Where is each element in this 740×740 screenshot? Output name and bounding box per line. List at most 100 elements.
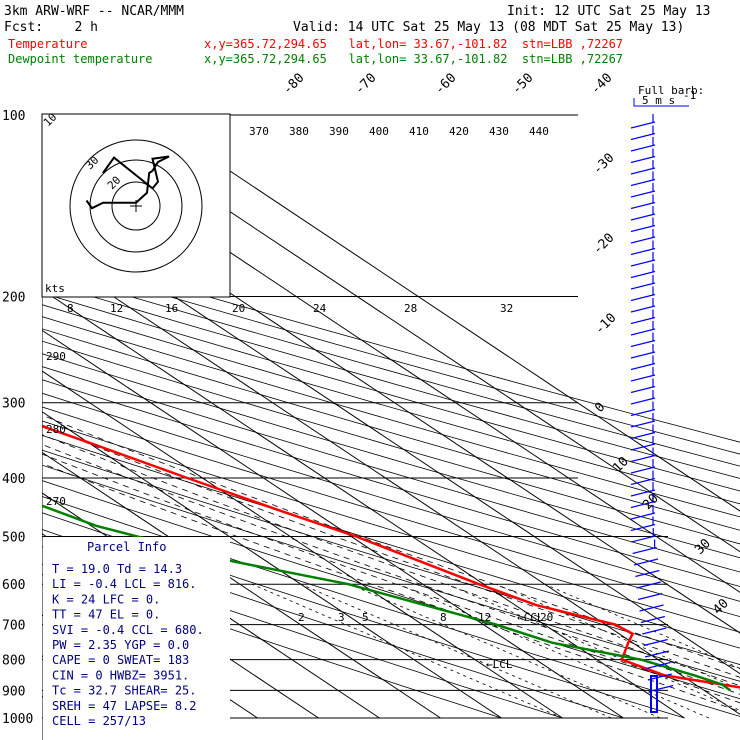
hodo-speed-label: 24 [313, 302, 327, 315]
isotherm-label: -20 [590, 231, 617, 258]
mixing-ratio-label: 20 [540, 611, 553, 624]
dry-adiabat [42, 269, 740, 467]
wind-barb [630, 466, 656, 474]
theta-side-label: 270 [46, 495, 66, 508]
parcel-info-row: CELL = 257/13 [52, 714, 146, 728]
wind-barb [642, 627, 667, 635]
full-barb-title: Full barb: [638, 84, 704, 97]
isotherm-line [42, 411, 502, 719]
plot-boundary [578, 114, 736, 590]
wind-barb [630, 236, 656, 244]
isotherm-line [42, 370, 563, 719]
full-barb-exponent: -1 [683, 89, 696, 102]
parcel-info-row: CAPE = 0 SWEAT= 183 [52, 653, 189, 667]
wind-barb [630, 178, 656, 187]
full-barb-value: 5 m s [642, 94, 675, 107]
model-title: 3km ARW-WRF -- NCAR/MMM [4, 4, 184, 19]
isotherm-label: -60 [432, 71, 459, 98]
wind-barb [630, 224, 656, 233]
init-time: Init: 12 UTC Sat 25 May 13 [507, 4, 711, 19]
wind-barb [630, 282, 656, 290]
wind-barb [630, 167, 656, 175]
wind-barb [630, 339, 656, 348]
theta-e-label: 440 [529, 125, 549, 138]
surface-wind-marker [650, 675, 658, 713]
forecast-hour: Fcst: 2 h [4, 20, 98, 35]
wind-barb [636, 581, 661, 589]
hodo-speed-label: 16 [165, 302, 178, 315]
parcel-info-row: T = 19.0 Td = 14.3 [52, 562, 182, 576]
isotherm-line [42, 451, 441, 719]
parcel-info-row: TT = 47 EL = 0. [52, 608, 160, 622]
dry-adiabat [42, 316, 740, 518]
wind-barb [630, 431, 656, 440]
parcel-info-row: LI = -0.4 LCL = 816. [52, 577, 197, 591]
parcel-info-row: K = 24 LFC = 0. [52, 592, 160, 606]
hodo-speed-label: 12 [110, 302, 123, 315]
isotherm-label: -70 [352, 71, 379, 98]
mixing-ratio-line [544, 583, 740, 669]
wind-barb [630, 420, 656, 428]
mixing-ratio-label: 12 [478, 611, 491, 624]
parcel-info-row: Tc = 32.7 SHEAR= 25. [52, 684, 197, 698]
temperature-profile [42, 424, 740, 689]
dry-adiabat [42, 340, 740, 545]
wind-barb [649, 684, 674, 693]
parcel-info-panel: Parcel Info T = 19.0 Td = 14.3LI = -0.4 … [43, 537, 230, 732]
theta-side-label: 290 [46, 350, 66, 363]
wind-barb [630, 293, 656, 302]
temperature-legend: Temperature [8, 37, 87, 51]
dry-adiabat [42, 247, 740, 443]
isotherm-label: -40 [588, 71, 615, 98]
pressure-tick-label: 700 [2, 619, 25, 634]
dry-adiabat [42, 304, 740, 505]
mixing-ratio-label: 5 [362, 611, 369, 624]
wind-barb [630, 213, 656, 221]
parcel-info-row: PW = 2.35 YGP = 0.0 [52, 638, 189, 652]
theta-e-label: 380 [289, 125, 309, 138]
pressure-tick-label: 200 [2, 291, 25, 306]
isotherm-label: -80 [280, 71, 307, 98]
dry-adiabat [42, 563, 502, 719]
mixing-ratio-label: 2 [298, 611, 305, 624]
lcl-marker: ←LCL [486, 658, 513, 671]
pressure-tick-label: 500 [2, 530, 25, 545]
hodo-speed-label: 20 [232, 302, 245, 315]
mixing-ratio-label: 3 [338, 611, 345, 624]
wind-barb [630, 454, 656, 463]
theta-e-label: 420 [449, 125, 469, 138]
theta-e-label: 430 [489, 125, 509, 138]
dry-adiabat [42, 406, 740, 618]
wind-barb [630, 270, 656, 279]
mixing-ratio-line [251, 583, 563, 719]
dry-adiabat [42, 449, 740, 665]
theta-side-label: 280 [46, 423, 66, 436]
theta-e-label: 410 [409, 125, 429, 138]
pressure-tick-label: 900 [2, 684, 25, 699]
wind-barb [630, 489, 656, 497]
dry-adiabat [42, 258, 740, 455]
wind-barb [630, 351, 656, 359]
mixing-ratio-line [349, 583, 661, 719]
wind-barb [640, 615, 666, 624]
wind-barb [630, 155, 656, 164]
dry-adiabat [42, 392, 740, 602]
parcel-info-title: Parcel Info [87, 540, 166, 554]
isotherm-line [84, 114, 740, 553]
wind-barb [630, 523, 656, 532]
dry-adiabat [42, 292, 740, 492]
isotherm-label: -10 [592, 311, 619, 338]
wind-barb [630, 362, 656, 371]
dry-adiabat [42, 328, 740, 531]
wind-barb [630, 144, 656, 152]
mixing-ratio-line [300, 583, 612, 719]
wind-barb [630, 259, 656, 267]
wind-barb [630, 190, 656, 198]
wind-barb [630, 132, 656, 141]
wind-barb [630, 408, 656, 417]
dry-adiabat [42, 366, 740, 573]
dewpoint-profile [42, 504, 732, 692]
wind-barb [630, 500, 656, 509]
